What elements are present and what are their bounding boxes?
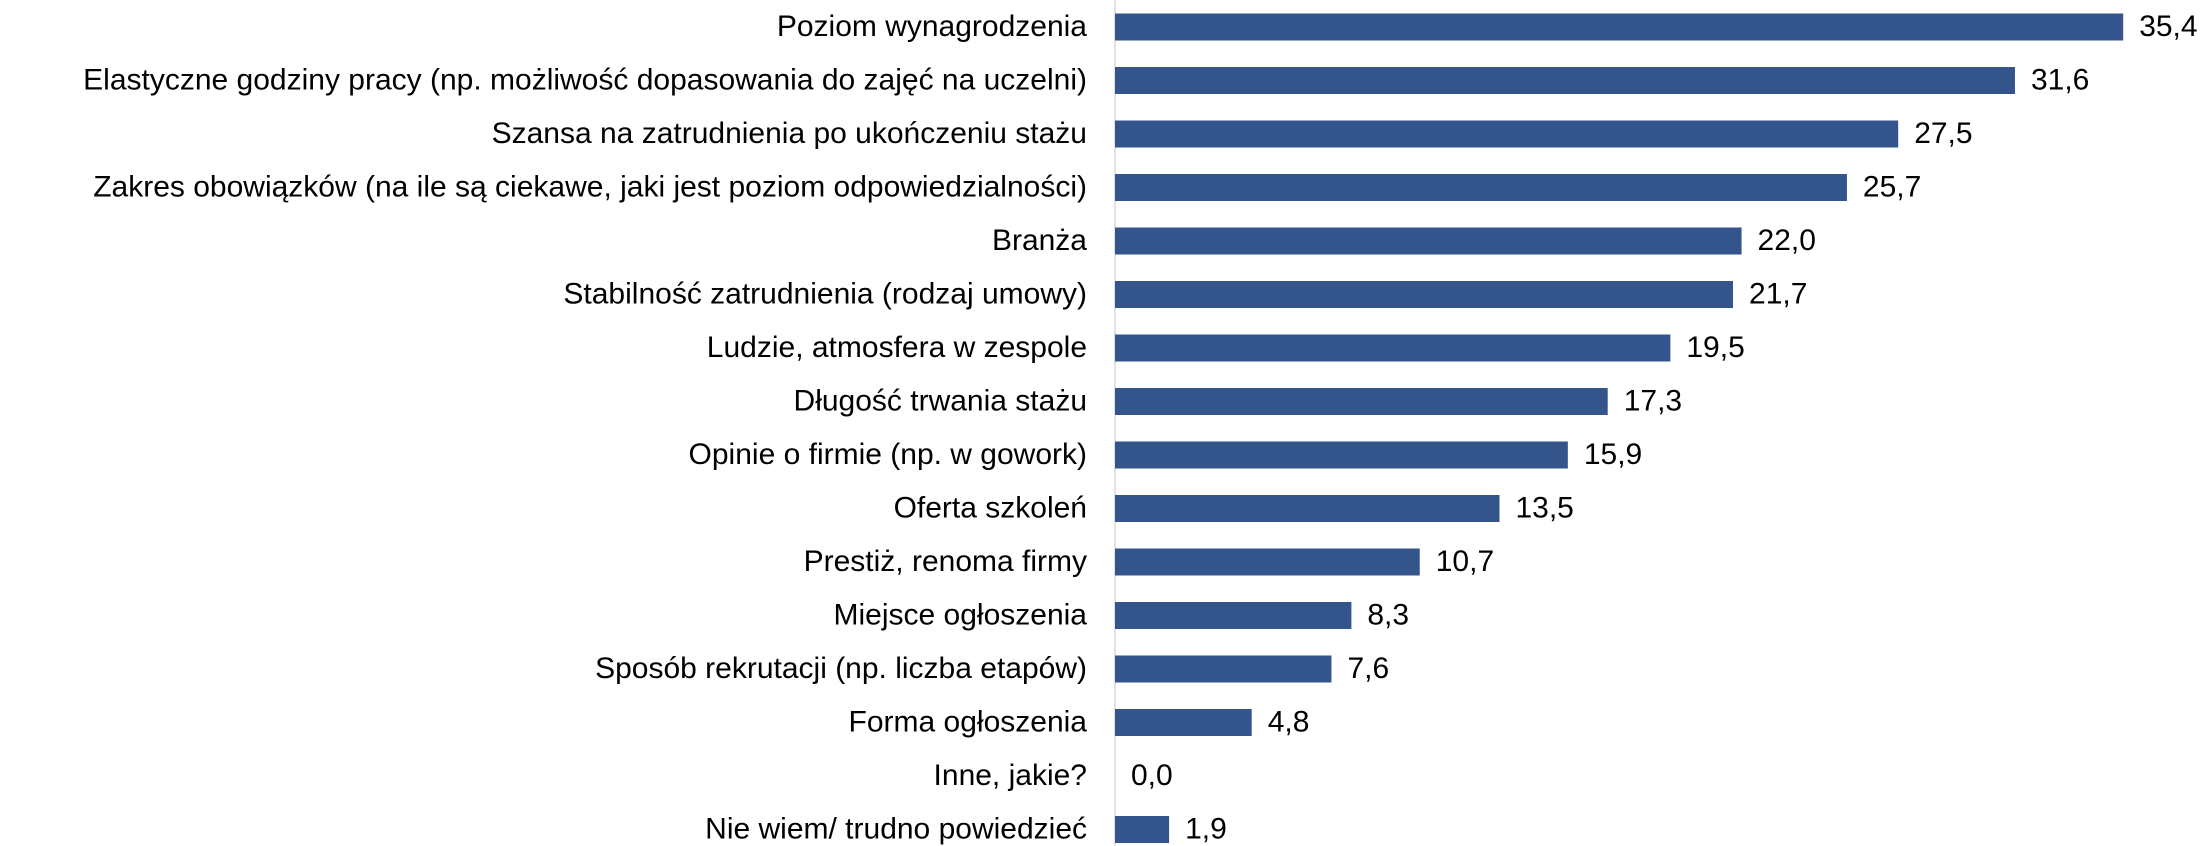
bar	[1115, 281, 1734, 308]
value-label: 10,7	[1436, 545, 1494, 578]
value-label: 21,7	[1749, 277, 1807, 310]
value-label: 0,0	[1131, 759, 1173, 792]
category-label: Zakres obowiązków (na ile są ciekawe, ja…	[93, 170, 1087, 203]
value-label: 22,0	[1758, 224, 1816, 257]
bar	[1115, 709, 1252, 736]
category-label: Stabilność zatrudnienia (rodzaj umowy)	[563, 277, 1087, 310]
bar	[1115, 655, 1332, 683]
category-label: Nie wiem/ trudno powiedzieć	[705, 812, 1087, 845]
value-label: 35,4	[2139, 10, 2197, 43]
bar	[1115, 816, 1170, 843]
category-label: Forma ogłoszenia	[849, 705, 1088, 738]
value-label: 13,5	[1515, 491, 1573, 524]
bar	[1115, 334, 1671, 362]
bar	[1115, 67, 2015, 94]
value-label: 27,5	[1914, 117, 1972, 150]
value-label: 7,6	[1347, 652, 1389, 685]
bar	[1115, 13, 2124, 41]
value-label: 31,6	[2031, 63, 2089, 96]
bar	[1115, 548, 1420, 576]
bar	[1115, 227, 1742, 255]
category-label: Sposób rekrutacji (np. liczba etapów)	[595, 652, 1087, 685]
bar	[1115, 120, 1899, 148]
bar	[1115, 174, 1847, 201]
value-label: 8,3	[1367, 598, 1409, 631]
category-label: Branża	[992, 224, 1087, 257]
category-label: Oferta szkoleń	[894, 491, 1087, 524]
category-label: Poziom wynagrodzenia	[777, 10, 1087, 43]
bar	[1115, 602, 1352, 629]
category-label: Elastyczne godziny pracy (np. możliwość …	[83, 63, 1087, 96]
bar	[1115, 388, 1608, 415]
value-label: 17,3	[1624, 384, 1682, 417]
category-label: Opinie o firmie (np. w gowork)	[689, 438, 1087, 471]
category-label: Prestiż, renoma firmy	[804, 545, 1087, 578]
value-label: 25,7	[1863, 170, 1921, 203]
bar	[1115, 495, 1500, 522]
category-label: Długość trwania stażu	[794, 384, 1087, 417]
category-label: Inne, jakie?	[934, 759, 1087, 792]
value-label: 19,5	[1686, 331, 1744, 364]
bar	[1115, 441, 1568, 469]
value-label: 15,9	[1584, 438, 1642, 471]
category-label: Ludzie, atmosfera w zespole	[707, 331, 1087, 364]
category-label: Szansa na zatrudnienia po ukończeniu sta…	[492, 117, 1087, 150]
category-label: Miejsce ogłoszenia	[834, 598, 1088, 631]
value-label: 4,8	[1268, 705, 1310, 738]
value-label: 1,9	[1185, 812, 1227, 845]
